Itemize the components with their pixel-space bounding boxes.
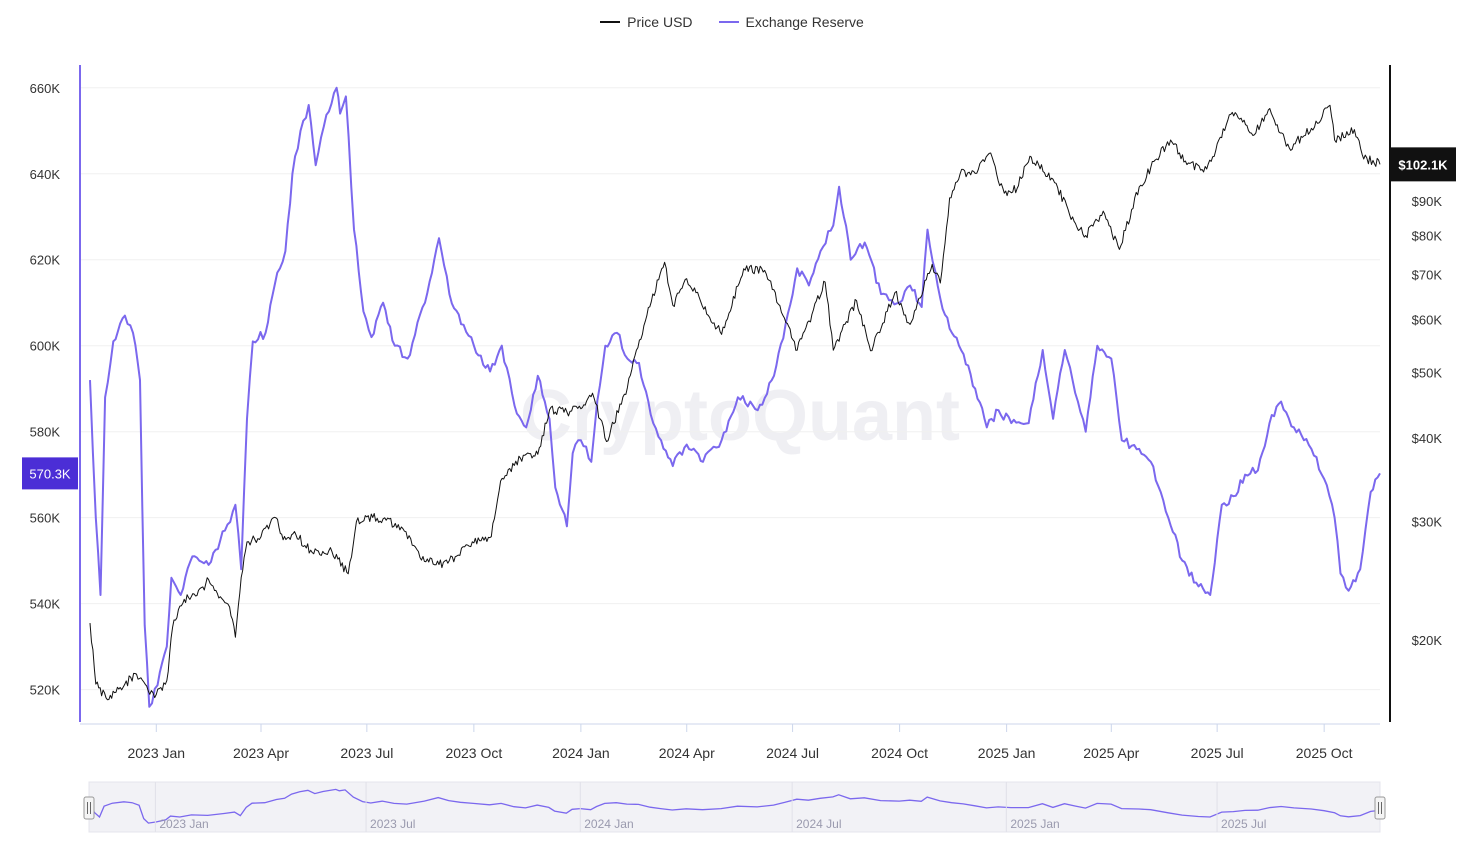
x-axis: 2023 Jan 2023 Apr 2023 Jul 2023 Oct 2024 Jan… (80, 723, 1380, 761)
price-current-label: $102.1K (1398, 157, 1448, 172)
right-tick-label: $40K (1412, 431, 1443, 446)
x-tick-label: 2024 Jul (766, 745, 819, 761)
legend-item-exchange-reserve[interactable]: Exchange Reserve (718, 14, 864, 30)
legend-label-exchange-reserve: Exchange Reserve (745, 14, 864, 30)
navigator-label: 2023 Jan (159, 817, 208, 831)
right-tick-label: $30K (1412, 515, 1443, 530)
right-tick-label: $80K (1412, 229, 1443, 244)
navigator-handle-left[interactable] (83, 796, 95, 820)
price-usd-line (89, 104, 1381, 701)
x-tick-label: 2025 Apr (1083, 745, 1139, 761)
right-tick-label: $60K (1412, 312, 1443, 327)
watermark: CryptoQuant (520, 376, 960, 456)
series-lines (89, 86, 1381, 708)
left-tick-label: 540K (30, 597, 61, 612)
x-tick-label: 2024 Jan (552, 745, 610, 761)
right-tick-label: $50K (1412, 366, 1443, 381)
x-tick-label: 2023 Apr (233, 745, 289, 761)
price-current-badge (1391, 147, 1456, 182)
right-tick-label: $90K (1412, 194, 1443, 209)
exchange-reserve-line (89, 86, 1381, 708)
left-tick-label: 580K (30, 425, 61, 440)
x-tick-label: 2025 Jul (1191, 745, 1244, 761)
navigator-series-line (88, 788, 1381, 824)
x-tick-label: 2024 Oct (871, 745, 928, 761)
current-value-badges: 570.3K $102.1K (22, 147, 1456, 490)
navigator-label: 2023 Jul (370, 817, 415, 831)
navigator-label: 2025 Jan (1010, 817, 1059, 831)
reserve-current-badge (22, 457, 78, 490)
left-axis: 520K 540K 560K 580K 600K 620K 640K 660K (30, 65, 81, 722)
navigator-label: 2024 Jan (584, 817, 633, 831)
left-tick-label: 600K (30, 339, 61, 354)
right-tick-label: $20K (1412, 633, 1443, 648)
range-navigator[interactable]: 2023 Jan 2023 Jul 2024 Jan 2024 Jul 2025 Jan… (83, 781, 1386, 833)
navigator-handle-right[interactable] (1374, 796, 1386, 820)
left-tick-label: 520K (30, 683, 61, 698)
x-tick-label: 2023 Jul (340, 745, 393, 761)
navigator-label: 2025 Jul (1221, 817, 1266, 831)
x-tick-label: 2024 Apr (659, 745, 715, 761)
x-tick-label: 2025 Oct (1296, 745, 1353, 761)
left-tick-label: 640K (30, 167, 61, 182)
reserve-current-label: 570.3K (29, 466, 71, 481)
legend-label-price-usd: Price USD (627, 14, 693, 30)
x-tick-label: 2023 Jan (127, 745, 185, 761)
price-usd-swatch (600, 21, 621, 23)
x-tick-label: 2023 Oct (445, 745, 502, 761)
x-tick-label: 2025 Jan (978, 745, 1036, 761)
gridlines (80, 87, 1380, 691)
left-tick-label: 560K (30, 511, 61, 526)
right-tick-label: $70K (1412, 267, 1443, 282)
chart-legend: Price USD Exchange Reserve (0, 14, 1464, 30)
left-tick-label: 620K (30, 253, 61, 268)
exchange-reserve-swatch (718, 21, 739, 23)
left-tick-label: 660K (30, 81, 61, 96)
legend-item-price-usd[interactable]: Price USD (600, 14, 693, 30)
navigator-label: 2024 Jul (796, 817, 841, 831)
right-axis: $20K $30K $40K $50K $60K $70K $80K $90K (1389, 65, 1443, 722)
